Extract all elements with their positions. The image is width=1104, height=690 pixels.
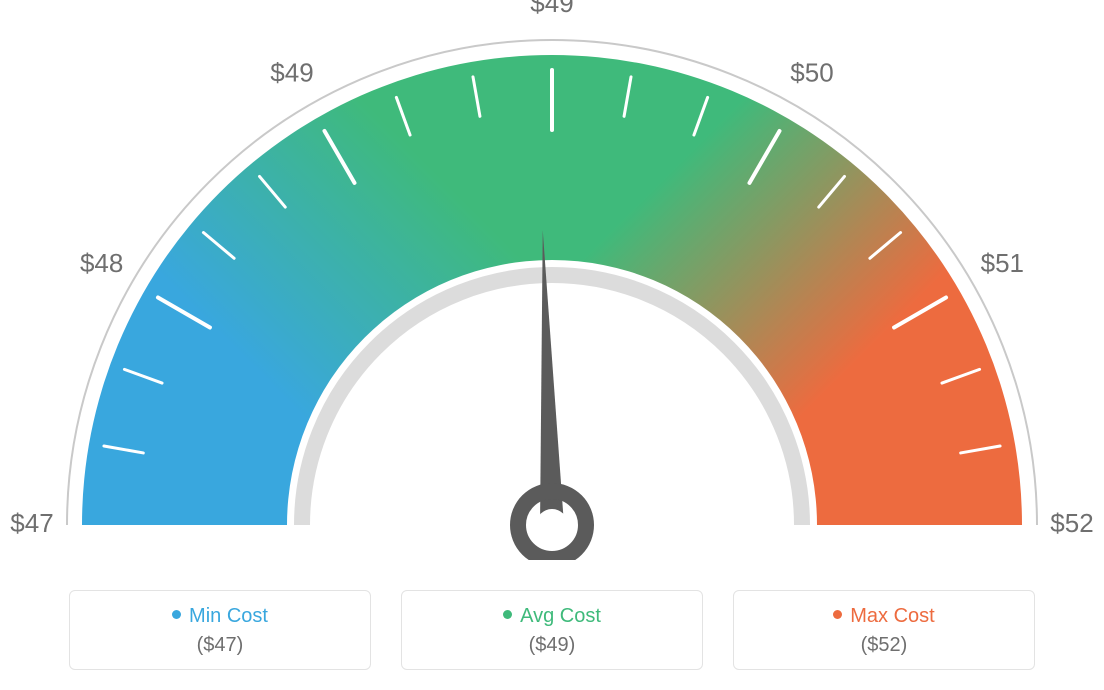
svg-text:$47: $47 [10,508,53,538]
legend-row: Min Cost ($47) Avg Cost ($49) Max Cost (… [0,590,1104,670]
legend-max-card: Max Cost ($52) [733,590,1035,670]
legend-max-value: ($52) [734,634,1034,657]
legend-min-label: Min Cost [189,605,268,627]
legend-min-value: ($47) [70,634,370,657]
legend-avg-card: Avg Cost ($49) [401,590,703,670]
legend-max-label: Max Cost [850,605,934,627]
legend-min-card: Min Cost ($47) [69,590,371,670]
legend-avg-dot-icon [503,610,512,619]
legend-min-dot-icon [172,610,181,619]
legend-min-title: Min Cost [70,605,370,628]
svg-text:$51: $51 [981,248,1024,278]
svg-text:$48: $48 [80,248,123,278]
legend-avg-title: Avg Cost [402,605,702,628]
svg-text:$50: $50 [790,58,833,88]
legend-avg-label: Avg Cost [520,605,601,627]
legend-max-title: Max Cost [734,605,1034,628]
svg-text:$52: $52 [1050,508,1093,538]
svg-text:$49: $49 [270,58,313,88]
legend-max-dot-icon [833,610,842,619]
legend-avg-value: ($49) [402,634,702,657]
cost-gauge: $47 $48 $49 $49 $50 $51 $52 [0,0,1104,560]
svg-text:$49: $49 [530,0,573,18]
